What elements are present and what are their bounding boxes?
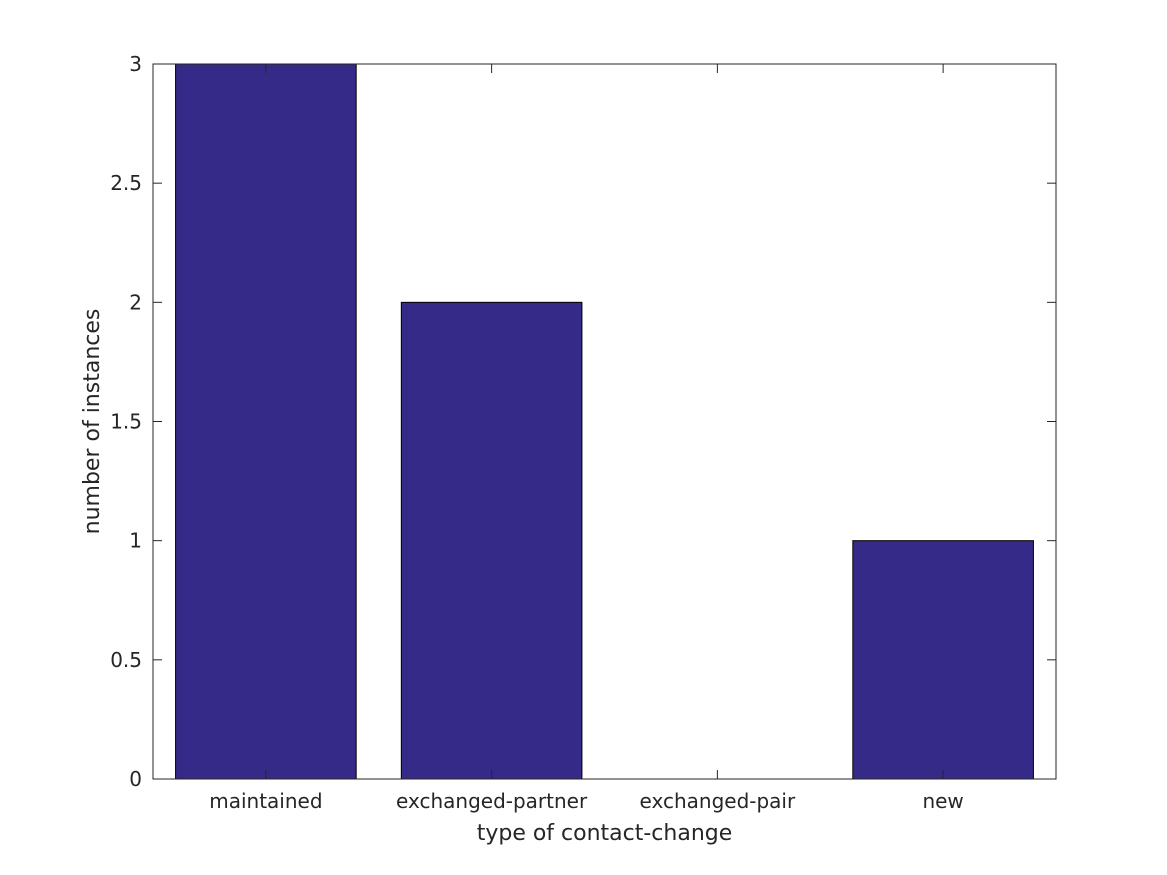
x-tick-label: exchanged-pair (640, 789, 796, 813)
bar-exchanged-partner (400, 301, 583, 780)
y-tick-label: 2 (129, 290, 142, 314)
bar-maintained (175, 63, 357, 780)
bar-new (852, 540, 1034, 780)
y-tick-label: 2.5 (110, 171, 142, 195)
x-tick-label: exchanged-partner (396, 789, 588, 813)
plot-frame (152, 63, 1057, 780)
x-axis-label: type of contact-change (477, 821, 733, 846)
bars-group (175, 63, 1034, 780)
y-tick-label: 1 (129, 529, 142, 553)
y-tick-labels: 0 0.5 1 1.5 2 2.5 3 (110, 52, 142, 791)
y-axis-label: number of instances (80, 309, 105, 535)
x-tick-label: maintained (209, 789, 322, 813)
x-tick-label: new (922, 789, 963, 813)
y-tick-label: 0 (129, 767, 142, 791)
y-tick-label: 1.5 (110, 410, 142, 434)
y-tick-label: 3 (129, 52, 142, 76)
x-tick-labels: maintained exchanged-partner exchanged-pai… (209, 789, 964, 813)
y-tick-label: 0.5 (110, 648, 142, 672)
